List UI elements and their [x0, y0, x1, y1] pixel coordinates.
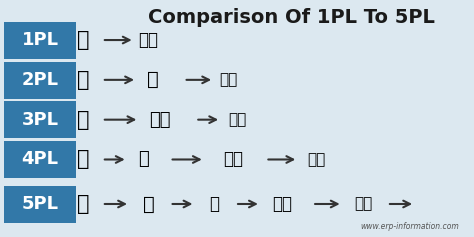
Bar: [4, 101, 76, 138]
Text: 3PL: 3PL: [21, 111, 58, 129]
Text: 🏠🚶: 🏠🚶: [355, 196, 373, 211]
Text: 🏢: 🏢: [77, 110, 90, 130]
Text: 🏭🚚: 🏭🚚: [223, 150, 243, 169]
Bar: [4, 186, 76, 223]
Text: 🏙: 🏙: [209, 195, 219, 213]
Bar: [4, 22, 76, 59]
Text: 1PL: 1PL: [21, 31, 58, 49]
Text: 🌐: 🌐: [143, 195, 155, 214]
Text: 2PL: 2PL: [21, 71, 58, 89]
Text: 🏠🚶: 🏠🚶: [308, 152, 326, 167]
Bar: [4, 62, 76, 99]
Text: 🏠🚶: 🏠🚶: [219, 72, 237, 87]
Text: www.erp-information.com: www.erp-information.com: [361, 222, 459, 231]
Text: 🏢: 🏢: [77, 194, 90, 214]
Text: 🏭🚚: 🏭🚚: [150, 111, 171, 129]
Text: 🏭🚚: 🏭🚚: [272, 195, 292, 213]
Text: 5PL: 5PL: [21, 195, 58, 213]
Text: 🏢: 🏢: [77, 30, 90, 50]
Text: 4PL: 4PL: [21, 150, 58, 169]
Text: 🏠🚶: 🏠🚶: [228, 112, 246, 127]
Text: 🏙: 🏙: [138, 150, 149, 169]
Bar: [4, 141, 76, 178]
Text: 🏠🚚: 🏠🚚: [138, 31, 159, 49]
Text: 🏢: 🏢: [77, 70, 90, 90]
Text: Comparison Of 1PL To 5PL: Comparison Of 1PL To 5PL: [148, 9, 435, 27]
Text: 🚚: 🚚: [147, 70, 159, 89]
Text: 🏢: 🏢: [77, 150, 90, 169]
